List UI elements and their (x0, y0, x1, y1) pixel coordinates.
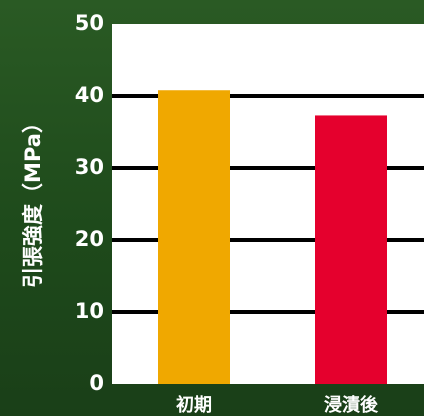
bar-浸漬後 (315, 115, 387, 384)
bars (158, 90, 387, 385)
x-axis-categories: 初期 浸漬後 (176, 394, 379, 416)
y-axis-title: 引張強度（MPa） (21, 112, 45, 288)
y-tick-label-10: 10 (75, 299, 104, 323)
y-tick-label-30: 30 (75, 155, 104, 179)
x-category-label-2: 浸漬後 (324, 394, 379, 416)
y-tick-label-50: 50 (75, 11, 104, 35)
bar-初期 (158, 90, 230, 385)
y-axis-ticks: 0 10 20 30 40 50 (75, 11, 104, 395)
y-tick-label-40: 40 (75, 83, 104, 107)
y-tick-label-0: 0 (89, 371, 104, 395)
y-tick-label-20: 20 (75, 227, 104, 251)
x-category-label-1: 初期 (176, 394, 212, 416)
